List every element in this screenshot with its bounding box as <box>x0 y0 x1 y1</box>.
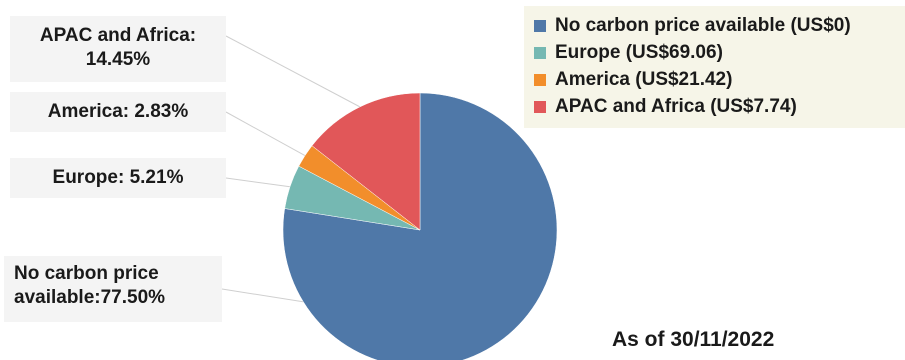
legend-item-apac-africa: APAC and Africa (US$7.74) <box>534 93 905 120</box>
legend-swatch <box>534 19 546 32</box>
legend-label: America (US$21.42) <box>555 68 733 90</box>
legend-label: No carbon price available (US$0) <box>555 14 851 36</box>
label-europe: Europe: 5.21% <box>10 158 226 198</box>
leader-line-america <box>225 111 306 157</box>
label-no-carbon-price: No carbon price available:77.50% <box>4 256 222 322</box>
label-america: America: 2.83% <box>10 92 226 132</box>
label-apac-africa: APAC and Africa: 14.45% <box>10 16 226 82</box>
label-no-carbon-price-line1: No carbon price <box>14 263 159 284</box>
legend-item-america: America (US$21.42) <box>534 66 905 93</box>
legend-swatch <box>534 73 546 86</box>
label-europe-text: Europe: 5.21% <box>52 167 184 188</box>
pie-slices <box>282 92 558 360</box>
leader-line-apac-africa <box>225 35 361 108</box>
legend-label: Europe (US$69.06) <box>555 41 723 63</box>
pie-slice-no-carbon-price <box>282 92 558 360</box>
legend-item-europe: Europe (US$69.06) <box>534 39 905 66</box>
legend: No carbon price available (US$0) Europe … <box>524 6 905 128</box>
label-no-carbon-price-line2: available:77.50% <box>14 287 166 308</box>
leader-line-europe <box>225 177 291 188</box>
legend-swatch <box>534 46 546 59</box>
label-apac-africa-line1: APAC and Africa: <box>39 25 197 46</box>
as-of-date: As of 30/11/2022 <box>612 328 775 351</box>
label-apac-africa-line2: 14.45% <box>85 49 151 70</box>
legend-swatch <box>534 100 546 113</box>
label-america-text: America: 2.83% <box>47 101 189 122</box>
legend-item-no-carbon-price: No carbon price available (US$0) <box>534 12 905 39</box>
legend-label: APAC and Africa (US$7.74) <box>555 95 797 117</box>
pie-slice-apac-africa <box>311 92 421 231</box>
